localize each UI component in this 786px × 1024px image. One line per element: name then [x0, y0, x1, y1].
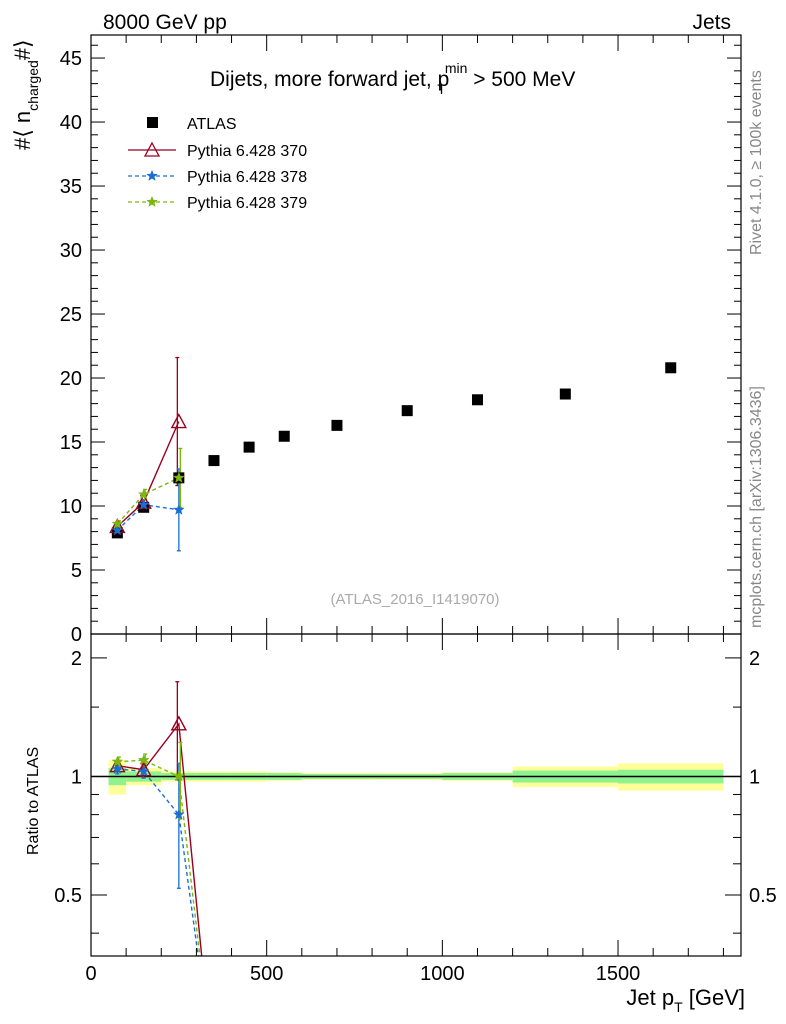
ratio-y-tick-label-left: 0.5 [54, 885, 82, 907]
chart-title-tail: > 500 MeV [467, 68, 575, 91]
ratio-panel: 0.5 0.5 1 1 2 2 0 500 1000 1500 [54, 633, 777, 985]
ratio-uncertainty-bands [91, 760, 741, 795]
ratio-series-marker-1 [111, 762, 124, 775]
ratio-series-line-0 [117, 722, 203, 957]
atlas-data-point [208, 455, 220, 467]
main-y-tick-label: 15 [60, 432, 82, 454]
main-y-tick-label: 20 [60, 368, 82, 390]
atlas-data-point [559, 388, 571, 400]
x-tick-label: 0 [85, 963, 96, 985]
atlas-data-point [401, 405, 413, 417]
main-axis-ticks: 0 5 10 15 20 25 30 35 40 45 [60, 35, 741, 646]
ratio-series-marker-2 [172, 770, 185, 782]
main-data-layer [109, 356, 677, 552]
ratio-series-marker-2 [111, 755, 124, 767]
chart-title-sub: T [437, 81, 446, 97]
main-y-tick-label: 30 [60, 240, 82, 262]
ratio-series-marker-0 [170, 715, 188, 731]
ratio-series-marker-1 [172, 808, 185, 820]
series-marker-1 [137, 498, 150, 510]
main-y-tick-label: 40 [60, 112, 82, 134]
ratio-series-line-2 [117, 759, 201, 957]
main-y-tick-label: 5 [71, 560, 82, 582]
mcplots-source-label: mcplots.cern.ch [arXiv:1306.3436] [748, 386, 765, 628]
series-marker-0 [170, 413, 188, 429]
header-process-label: Jets [692, 11, 731, 34]
main-y-tick-label: 10 [60, 496, 82, 518]
ratio-y-tick-label-left: 2 [71, 648, 82, 670]
ratio-series-marker-0 [135, 761, 152, 777]
atlas-data-point [471, 394, 483, 406]
x-tick-label: 1500 [596, 963, 641, 985]
series-marker-0 [135, 493, 152, 509]
ratio-frame [90, 633, 742, 957]
legend-label-378: Pythia 6.428 378 [187, 169, 307, 186]
ratio-y-tick-label-right: 0.5 [749, 885, 777, 907]
ratio-y-tick-label-right: 1 [749, 766, 760, 788]
x-label-sub: T [674, 999, 683, 1015]
x-tick-label: 1000 [420, 963, 465, 985]
atlas-data-point [331, 419, 343, 431]
header-energy-label: 8000 GeV pp [103, 11, 227, 34]
ratio-series-marker-0 [109, 757, 126, 773]
legend-marker-379 [146, 195, 158, 207]
analysis-watermark: (ATLAS_2016_I1419070) [330, 591, 499, 608]
main-y-axis-label: #⟨ ncharged#⟩ [10, 39, 41, 150]
y-label-pre: #⟨ n [10, 111, 35, 150]
chart-title-sup: min [445, 60, 468, 76]
chart-title-main: Dijets, more forward jet, p [210, 68, 449, 91]
atlas-data-point [665, 362, 677, 374]
rivet-version-label: Rivet 4.1.0, ≥ 100k events [748, 70, 765, 255]
legend-label-379: Pythia 6.428 379 [187, 195, 307, 212]
atlas-data-point [278, 430, 290, 442]
legend-label-370: Pythia 6.428 370 [187, 143, 307, 160]
x-label-main: Jet p [626, 985, 674, 1010]
legend-label-atlas: ATLAS [187, 116, 237, 133]
series-marker-1 [172, 503, 185, 515]
series-marker-1 [111, 524, 124, 536]
legend-marker-atlas [147, 117, 158, 128]
series-line-2 [116, 477, 180, 525]
ratio-y-axis-label: Ratio to ATLAS [25, 747, 42, 855]
legend-marker-370 [143, 141, 161, 157]
legend-star-379-shape [146, 195, 158, 207]
main-y-tick-label: 45 [60, 48, 82, 70]
ratio-y-tick-label-left: 1 [71, 766, 82, 788]
main-y-tick-label: 35 [60, 176, 82, 198]
ratio-y-tick-label-right: 2 [749, 648, 760, 670]
series-marker-2 [111, 517, 124, 530]
main-y-tick-label: 25 [60, 304, 82, 326]
main-panel: 0 5 10 15 20 25 30 35 40 45 [60, 34, 742, 646]
x-label-tail: [GeV] [683, 985, 745, 1010]
series-marker-2 [137, 488, 150, 500]
x-axis-label: Jet pT [GeV] [626, 985, 745, 1015]
legend-star-378-shape [146, 169, 158, 181]
ratio-series-marker-1 [137, 765, 150, 777]
main-y-tick-label: 0 [71, 624, 82, 646]
chart-title: Dijets, more forward jet, pTmin > 500 Me… [210, 60, 575, 97]
legend-marker-378 [146, 169, 158, 181]
y-label-sub: charged [25, 60, 41, 111]
ratio-axis-ticks: 0.5 0.5 1 1 2 2 0 500 1000 1500 [54, 634, 777, 985]
ratio-series-marker-2 [137, 753, 150, 766]
series-marker-2 [172, 471, 185, 483]
legend: ATLAS Pythia 6.428 370 Pythia 6.428 378 … [128, 116, 307, 212]
ratio-data-layer [109, 681, 203, 957]
x-tick-label: 500 [250, 963, 283, 985]
atlas-data-point [243, 441, 255, 453]
y-label-post: #⟩ [10, 39, 35, 60]
